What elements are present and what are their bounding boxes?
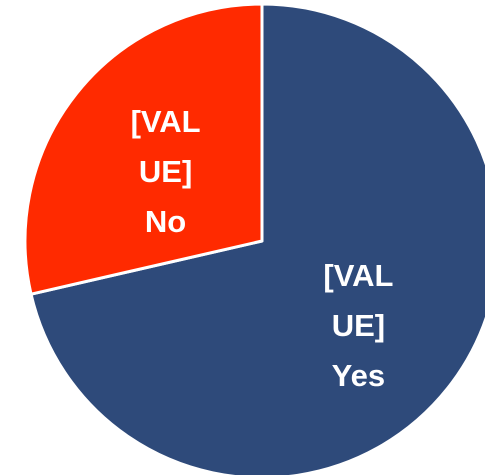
pie-slice (29, 2, 485, 475)
data-label: [VALUE] No (121, 97, 211, 247)
category-label: No (144, 204, 187, 240)
value-label: [VALUE] (323, 257, 394, 343)
data-label: [VALUE] Yes (313, 251, 403, 401)
value-label: [VALUE] (130, 104, 201, 190)
category-label: Yes (331, 357, 386, 393)
pie-slice (23, 2, 264, 296)
